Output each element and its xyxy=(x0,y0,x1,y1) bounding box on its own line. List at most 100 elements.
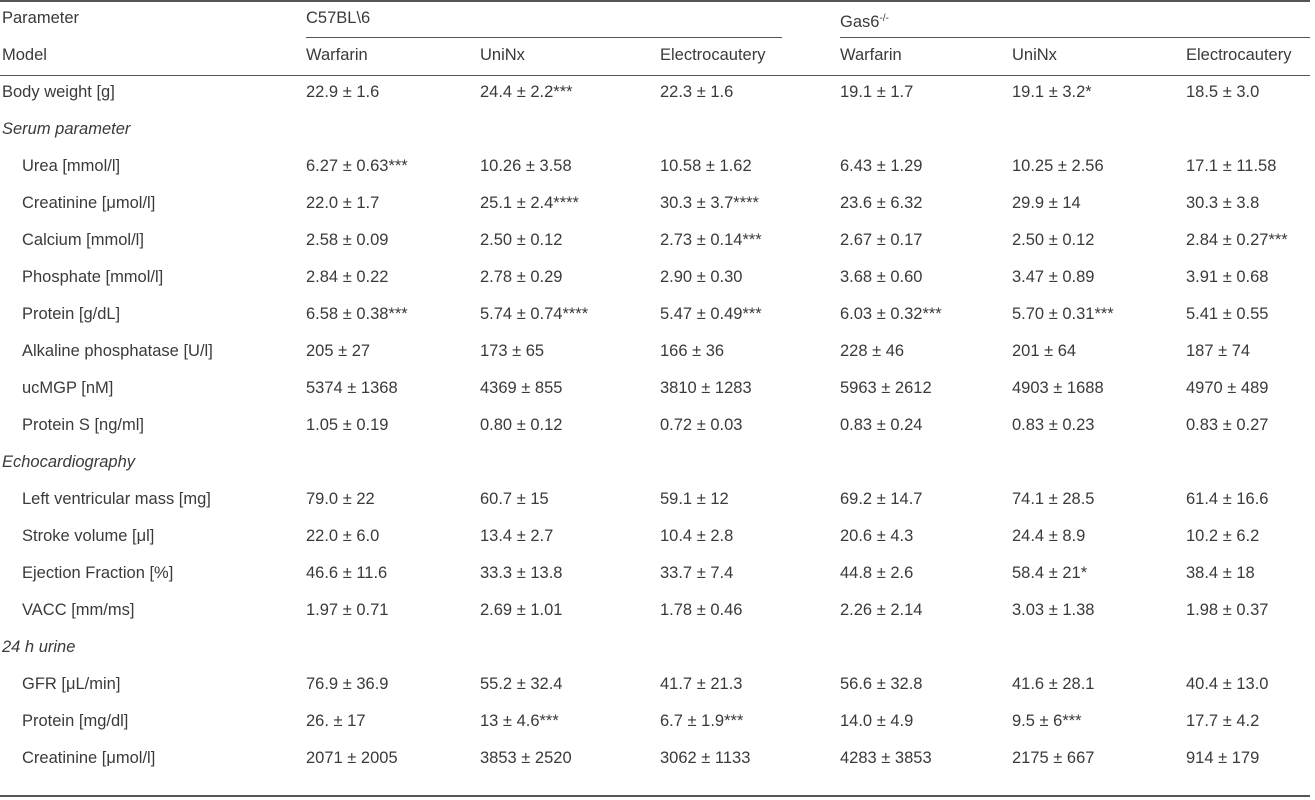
row-label: GFR [μL/min] xyxy=(22,675,121,693)
table-cell: 33.3 ± 13.8 xyxy=(480,564,563,582)
table-cell: 201 ± 64 xyxy=(1012,342,1077,360)
table-row: Protein [mg/dl] 26. ± 17 13 ± 4.6*** 6.7 ± … xyxy=(0,703,1315,740)
table-cell: 40.4 ± 13.0 xyxy=(1186,675,1269,693)
table-row: Protein S [ng/ml] 1.05 ± 0.19 0.80 ± 0.12 0… xyxy=(0,407,1315,444)
table-cell: 44.8 ± 2.6 xyxy=(840,564,914,582)
table-cell: 2.84 ± 0.27*** xyxy=(1186,231,1288,249)
table-cell: 10.26 ± 3.58 xyxy=(480,157,572,175)
row-label: VACC [mm/ms] xyxy=(22,601,135,619)
table-cell: 38.4 ± 18 xyxy=(1186,564,1255,582)
header-row-1: Parameter C57BL\6 Gas6-/- xyxy=(0,0,1315,37)
table-cell: 13 ± 4.6*** xyxy=(480,712,559,730)
table-row: Left ventricular mass [mg] 79.0 ± 22 60.7 … xyxy=(0,481,1315,518)
table-cell: 10.4 ± 2.8 xyxy=(660,527,734,545)
results-table: Parameter C57BL\6 Gas6-/- Model Warfarin… xyxy=(0,0,1315,777)
table-cell: 3810 ± 1283 xyxy=(660,379,752,397)
table-row: Calcium [mmol/l] 2.58 ± 0.09 2.50 ± 0.12 2.… xyxy=(0,222,1315,259)
row-label: Protein [mg/dl] xyxy=(22,712,129,730)
table-cell: 25.1 ± 2.4**** xyxy=(480,194,579,212)
table-row: Alkaline phosphatase [U/l] 205 ± 27 173 ± … xyxy=(0,333,1315,370)
table-cell: 2.58 ± 0.09 xyxy=(306,231,389,249)
table-cell: 56.6 ± 32.8 xyxy=(840,675,923,693)
table-cell: 1.98 ± 0.37 xyxy=(1186,601,1269,619)
table-cell: 187 ± 74 xyxy=(1186,342,1251,360)
table-cell: 24.4 ± 8.9 xyxy=(1012,527,1086,545)
table-cell: 3.91 ± 0.68 xyxy=(1186,268,1269,286)
section-row: Serum parameter xyxy=(0,111,1315,148)
table-cell: 3.03 ± 1.38 xyxy=(1012,601,1095,619)
row-label: Creatinine [μmol/l] xyxy=(22,194,156,212)
table-body: Body weight [g] 22.9 ± 1.6 24.4 ± 2.2*** 22… xyxy=(0,74,1315,777)
table-cell: 6.7 ± 1.9*** xyxy=(660,712,744,730)
table-cell: 2.84 ± 0.22 xyxy=(306,268,389,286)
table-cell: 2.50 ± 0.12 xyxy=(1012,231,1095,249)
col-header: UniNx xyxy=(1012,46,1057,64)
row-label: Phosphate [mmol/l] xyxy=(22,268,164,286)
table-cell: 10.2 ± 6.2 xyxy=(1186,527,1260,545)
table-cell: 19.1 ± 1.7 xyxy=(840,83,914,101)
group-rule-c57bl6 xyxy=(306,37,782,38)
row-label: Protein S [ng/ml] xyxy=(22,416,144,434)
row-label: Protein [g/dL] xyxy=(22,305,121,323)
table-cell: 2.90 ± 0.30 xyxy=(660,268,743,286)
table-cell: 205 ± 27 xyxy=(306,342,371,360)
table-cell: 6.03 ± 0.32*** xyxy=(840,305,942,323)
table-cell: 2.78 ± 0.29 xyxy=(480,268,563,286)
table-cell: 3062 ± 1133 xyxy=(660,749,751,767)
table-cell: 4369 ± 855 xyxy=(480,379,563,397)
section-row: 24 h urine xyxy=(0,629,1315,666)
col-header: UniNx xyxy=(480,46,525,64)
table-cell: 5963 ± 2612 xyxy=(840,379,932,397)
table-cell: 60.7 ± 15 xyxy=(480,490,549,508)
table-cell: 17.1 ± 11.58 xyxy=(1186,157,1277,175)
table-cell: 2.26 ± 2.14 xyxy=(840,601,923,619)
group-header-c57bl6: C57BL\6 xyxy=(306,9,371,27)
table-cell: 22.0 ± 1.7 xyxy=(306,194,380,212)
table-cell: 30.3 ± 3.7**** xyxy=(660,194,759,212)
table-cell: 0.83 ± 0.27 xyxy=(1186,416,1269,434)
table-cell: 6.27 ± 0.63*** xyxy=(306,157,408,175)
table-cell: 1.78 ± 0.46 xyxy=(660,601,743,619)
table-cell: 3.68 ± 0.60 xyxy=(840,268,923,286)
bottom-rule xyxy=(0,795,1310,797)
table-cell: 5.41 ± 0.55 xyxy=(1186,305,1269,323)
table-cell: 24.4 ± 2.2*** xyxy=(480,83,573,101)
table-cell: 76.9 ± 36.9 xyxy=(306,675,389,693)
table-cell: 30.3 ± 3.8 xyxy=(1186,194,1260,212)
table-cell: 46.6 ± 11.6 xyxy=(306,564,388,582)
parameter-header: Parameter xyxy=(2,9,80,27)
table-row: Creatinine [μmol/l] 22.0 ± 1.7 25.1 ± 2.4*… xyxy=(0,185,1315,222)
table-cell: 6.58 ± 0.38*** xyxy=(306,305,408,323)
table-cell: 2.73 ± 0.14*** xyxy=(660,231,762,249)
table-cell: 1.97 ± 0.71 xyxy=(306,601,389,619)
table-cell: 74.1 ± 28.5 xyxy=(1012,490,1095,508)
table-cell: 22.0 ± 6.0 xyxy=(306,527,380,545)
table-cell: 79.0 ± 22 xyxy=(306,490,375,508)
col-header: Electrocautery xyxy=(1186,46,1292,64)
section-label: Echocardiography xyxy=(2,453,135,471)
table-cell: 19.1 ± 3.2* xyxy=(1012,83,1092,101)
row-label: Alkaline phosphatase [U/l] xyxy=(22,342,213,360)
table-cell: 5374 ± 1368 xyxy=(306,379,398,397)
table-cell: 41.7 ± 21.3 xyxy=(660,675,743,693)
table-row: ucMGP [nM] 5374 ± 1368 4369 ± 855 3810 ± 12… xyxy=(0,370,1315,407)
table-cell: 55.2 ± 32.4 xyxy=(480,675,563,693)
table-cell: 22.3 ± 1.6 xyxy=(660,83,734,101)
section-label: Serum parameter xyxy=(2,120,131,138)
model-header: Model xyxy=(2,46,47,64)
table-cell: 4970 ± 489 xyxy=(1186,379,1269,397)
table-cell: 9.5 ± 6*** xyxy=(1012,712,1082,730)
table-row: Protein [g/dL] 6.58 ± 0.38*** 5.74 ± 0.74*… xyxy=(0,296,1315,333)
row-label: Left ventricular mass [mg] xyxy=(22,490,211,508)
top-rule xyxy=(0,0,1310,2)
table-cell: 26. ± 17 xyxy=(306,712,366,730)
table-cell: 2071 ± 2005 xyxy=(306,749,398,767)
table-row: GFR [μL/min] 76.9 ± 36.9 55.2 ± 32.4 41.7 ±… xyxy=(0,666,1315,703)
table-cell: 18.5 ± 3.0 xyxy=(1186,83,1260,101)
table-cell: 33.7 ± 7.4 xyxy=(660,564,734,582)
table-row: Ejection Fraction [%] 46.6 ± 11.6 33.3 ± 1… xyxy=(0,555,1315,592)
row-label: Creatinine [μmol/l] xyxy=(22,749,156,767)
row-label: Body weight [g] xyxy=(2,83,115,101)
table-cell: 0.80 ± 0.12 xyxy=(480,416,563,434)
table-cell: 61.4 ± 16.6 xyxy=(1186,490,1269,508)
